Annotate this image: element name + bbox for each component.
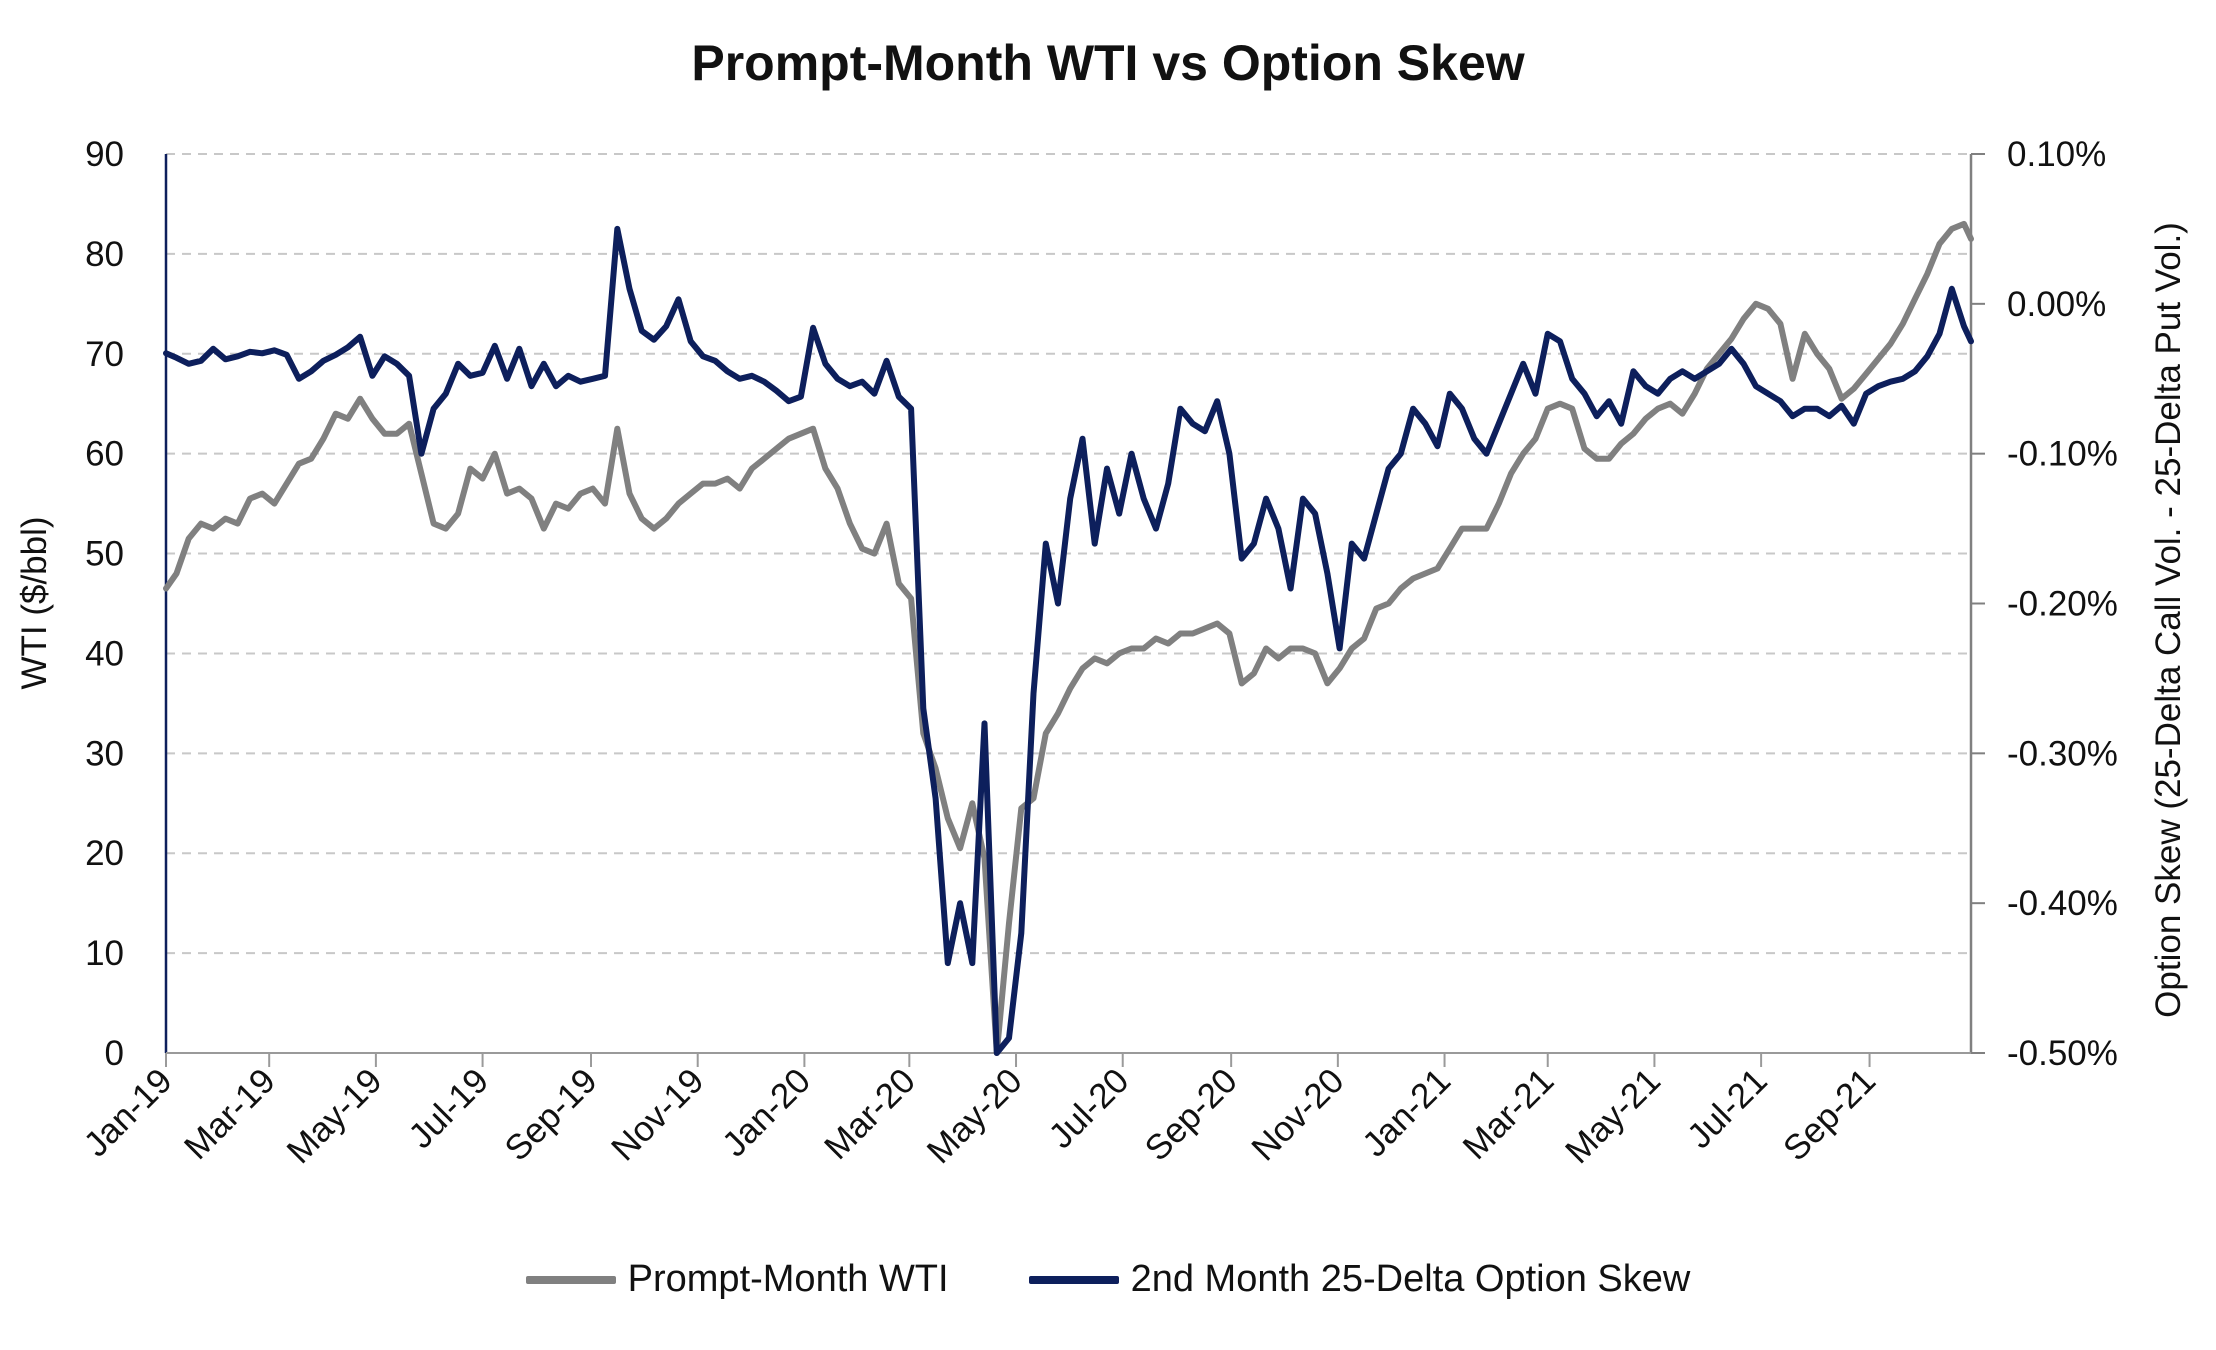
legend-label-wti: Prompt-Month WTI — [627, 1258, 949, 1300]
y-tick-label: 40 — [85, 634, 124, 673]
legend-swatch-wti — [525, 1275, 616, 1284]
series-line-skew — [163, 225, 1974, 1056]
legend-label-skew: 2nd Month 25-Delta Option Skew — [1130, 1258, 1691, 1300]
y-tick-label: 90 — [85, 135, 124, 174]
x-tick-label: Jan-20 — [715, 1061, 818, 1164]
y2-tick-label: -0.40% — [2007, 884, 2118, 923]
y-tick-label: 20 — [85, 834, 124, 873]
y2-axis-label: Option Skew (25-Delta Call Vol. - 25-Del… — [2149, 222, 2188, 1018]
series-line-wti — [163, 220, 1974, 1056]
y-tick-label: 80 — [85, 235, 124, 274]
y2-tick-label: 0.10% — [2007, 135, 2106, 174]
x-tick-label: Jul-19 — [401, 1061, 496, 1156]
x-tick-label: Jul-20 — [1041, 1061, 1136, 1156]
legend-item-wti: Prompt-Month WTI — [525, 1258, 949, 1301]
x-tick-label: Nov-19 — [604, 1061, 711, 1168]
x-tick-label: May-20 — [920, 1061, 1030, 1171]
legend: Prompt-Month WTI 2nd Month 25-Delta Opti… — [0, 1258, 2216, 1301]
x-tick-label: Sep-21 — [1776, 1061, 1883, 1168]
grid-layer — [166, 153, 1971, 955]
chart-title: Prompt-Month WTI vs Option Skew — [691, 35, 1525, 91]
x-tick-label: Mar-19 — [177, 1061, 283, 1167]
x-tick-label: Jan-21 — [1355, 1061, 1458, 1164]
y-tick-label: 70 — [85, 335, 124, 374]
x-tick-label: Mar-20 — [817, 1061, 923, 1167]
y2-tick-label: -0.50% — [2007, 1034, 2118, 1073]
y-tick-label: 10 — [85, 934, 124, 973]
y-axis-label: WTI ($/bbl) — [15, 516, 54, 689]
series-layer — [163, 220, 1974, 1056]
y-tick-label: 50 — [85, 535, 124, 574]
y2-tick-layer: -0.50% -0.40% -0.30% -0.20% -0.10% 0.00% 0.10% — [1971, 135, 2118, 1073]
y-tick-label: 0 — [105, 1034, 124, 1073]
x-tick-label: May-21 — [1558, 1061, 1668, 1171]
y-tick-label: 30 — [85, 734, 124, 773]
x-tick-label: Nov-20 — [1244, 1061, 1351, 1168]
x-tick-label: May-19 — [279, 1061, 389, 1171]
x-tick-label: Jan-19 — [76, 1061, 179, 1164]
x-tick-label: Sep-19 — [497, 1061, 604, 1168]
legend-item-skew: 2nd Month 25-Delta Option Skew — [1028, 1258, 1691, 1301]
y2-tick-label: 0.00% — [2007, 285, 2106, 324]
y2-tick-label: -0.20% — [2007, 585, 2118, 624]
x-tick-label: Sep-20 — [1137, 1061, 1244, 1168]
y-tick-label: 60 — [85, 435, 124, 474]
y-tick-layer: 0 10 20 30 40 50 60 70 80 90 — [85, 135, 124, 1073]
y2-tick-label: -0.10% — [2007, 435, 2118, 474]
legend-swatch-skew — [1028, 1275, 1119, 1284]
axes-layer — [164, 154, 1973, 1054]
y2-tick-label: -0.30% — [2007, 734, 2118, 773]
x-tick-label: Mar-21 — [1455, 1061, 1561, 1167]
x-tick-label: Jul-21 — [1680, 1061, 1775, 1156]
